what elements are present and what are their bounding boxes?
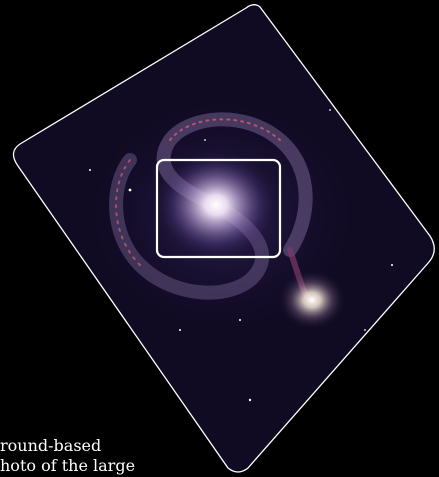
- companion-galaxy: [278, 270, 346, 330]
- photo-frame: [12, 4, 435, 473]
- galaxy-core: [154, 150, 278, 260]
- caption: round-based hoto of the large: [0, 436, 200, 476]
- caption-line-2: hoto of the large: [0, 456, 136, 475]
- highlight-box: [155, 158, 282, 259]
- caption-line-1: round-based: [0, 436, 102, 455]
